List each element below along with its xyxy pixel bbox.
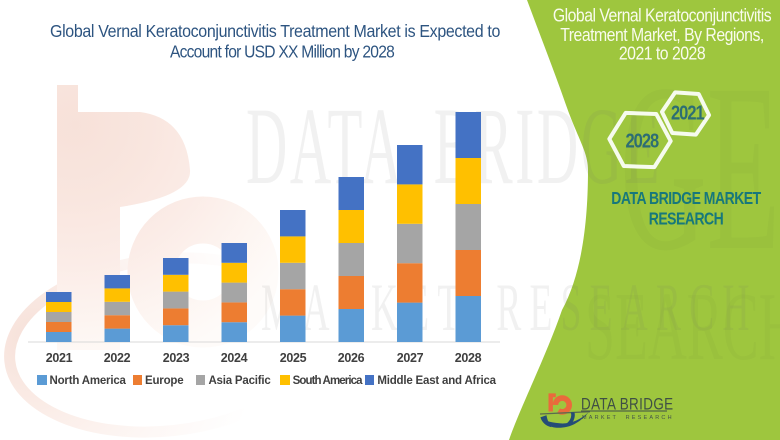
svg-text:MARKET RESEARCH: MARKET RESEARCH [582,415,674,421]
svg-text:DATA BRIDGE: DATA BRIDGE [581,395,674,414]
